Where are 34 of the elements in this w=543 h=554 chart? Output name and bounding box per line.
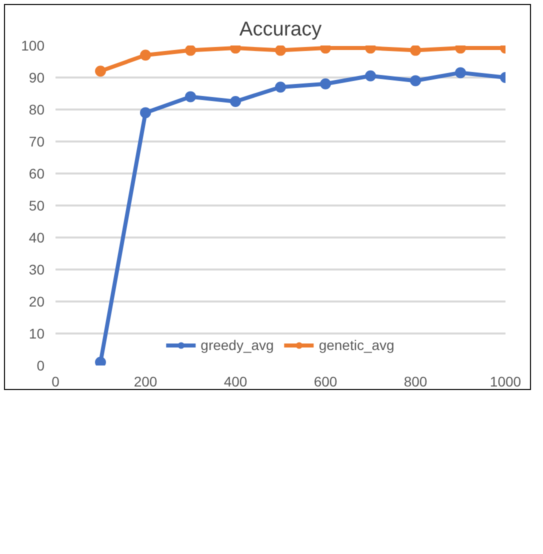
- point: [140, 107, 151, 118]
- point: [275, 82, 286, 93]
- point: [365, 70, 376, 82]
- x-tick-label: 600: [314, 374, 338, 390]
- point: [95, 356, 106, 366]
- x-tick-label: 0: [52, 374, 60, 390]
- legend-label: genetic_avg: [318, 337, 394, 353]
- point: [410, 46, 421, 56]
- point: [185, 91, 196, 102]
- point: [410, 75, 421, 86]
- y-tick-label: 100: [21, 38, 45, 54]
- y-tick-label: 0: [36, 358, 45, 374]
- y-tick-label: 30: [28, 262, 45, 278]
- y-tick-label: 80: [28, 102, 45, 118]
- chart-title: Accuracy: [239, 18, 322, 40]
- point: [230, 96, 241, 107]
- legend-label: greedy_avg: [200, 337, 274, 353]
- point: [320, 78, 331, 90]
- y-tick-label: 70: [28, 134, 45, 150]
- point: [275, 46, 286, 56]
- x-tick-label: 1000: [490, 374, 522, 390]
- y-tick-label: 60: [28, 166, 45, 182]
- y-tick-label: 50: [28, 198, 45, 214]
- x-tick-label: 200: [134, 374, 158, 390]
- y-tick-label: 20: [28, 294, 45, 310]
- y-tick-label: 10: [28, 326, 45, 342]
- point: [95, 66, 106, 77]
- x-tick-label: 800: [404, 374, 428, 390]
- point: [185, 46, 196, 56]
- point: [140, 50, 151, 61]
- y-tick-label: 40: [28, 230, 45, 246]
- y-tick-label: 90: [28, 70, 45, 86]
- point: [455, 67, 466, 78]
- x-tick-label: 400: [224, 374, 248, 390]
